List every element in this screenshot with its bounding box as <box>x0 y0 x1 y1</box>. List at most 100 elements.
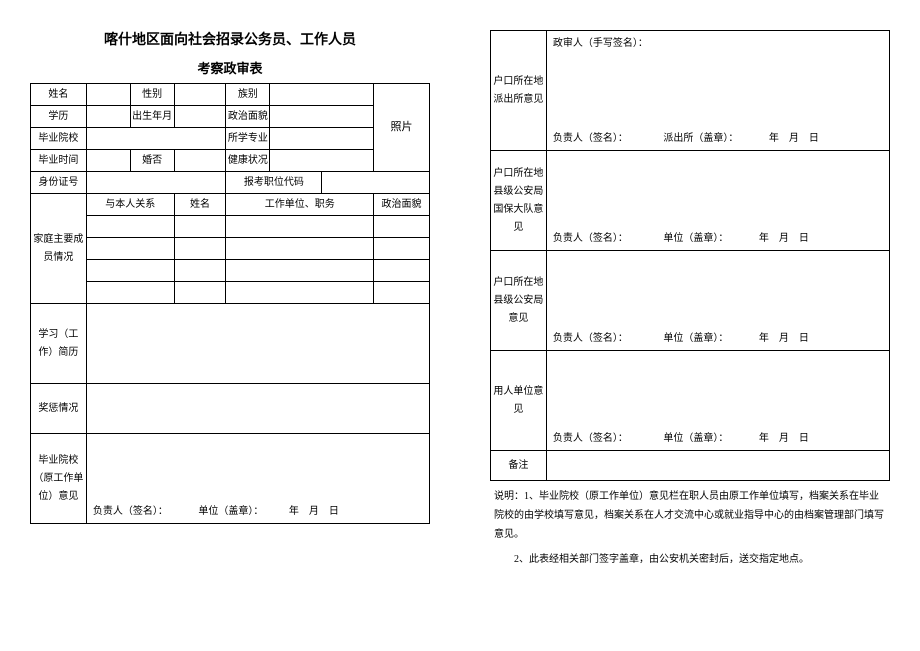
label-gongan-text: 户口所在地县级公安局意见 <box>493 277 543 324</box>
val-edu <box>86 106 130 128</box>
table-cell <box>86 216 174 238</box>
sig-person: 负责人（签名）： <box>553 232 628 246</box>
val-guobao: 负责人（签名）： 单位（盖章）： 年 月 日 <box>546 151 889 251</box>
fh-work: 工作单位、职务 <box>226 194 374 216</box>
table-cell <box>226 282 374 304</box>
sig-person: 负责人（签名）： <box>553 132 628 146</box>
sig-m: 月 <box>779 433 789 444</box>
label-name: 姓名 <box>31 84 87 106</box>
sig-unit: 单位（盖章）： <box>198 505 263 519</box>
label-id: 身份证号 <box>31 172 87 194</box>
sig-unit: 单位（盖章）： <box>663 332 728 346</box>
doc-subtitle: 考察政审表 <box>30 58 430 77</box>
sig-m: 月 <box>779 233 789 244</box>
val-gradtime <box>86 150 130 172</box>
sig-m: 月 <box>309 506 319 517</box>
label-family-text: 家庭主要成员情况 <box>33 234 83 263</box>
table-cell <box>174 216 226 238</box>
left-page: 喀什地区面向社会招录公务员、工作人员 考察政审表 姓名 性别 族别 照片 学历 … <box>0 0 460 651</box>
table-cell <box>174 282 226 304</box>
label-police: 户口所在地派出所意见 <box>491 31 547 151</box>
sig-m: 月 <box>789 133 799 144</box>
label-resume-text: 学习（工作）简历 <box>38 329 78 358</box>
table-cell <box>86 238 174 260</box>
label-resume: 学习（工作）简历 <box>31 304 87 384</box>
sig-person: 负责人（签名）： <box>553 432 628 446</box>
label-ethnic: 族别 <box>226 84 270 106</box>
val-award <box>86 384 429 434</box>
val-marital <box>174 150 226 172</box>
sig-unit: 单位（盖章）： <box>663 432 728 446</box>
right-table: 户口所在地派出所意见 政审人（手写签名）： 负责人（签名）： 派出所（盖章）： … <box>490 30 890 481</box>
val-employer: 负责人（签名）： 单位（盖章）： 年 月 日 <box>546 351 889 451</box>
fh-pol: 政治面貌 <box>374 194 430 216</box>
val-name <box>86 84 130 106</box>
val-pol <box>270 106 374 128</box>
label-birth: 出生年月 <box>130 106 174 128</box>
val-school <box>86 128 226 150</box>
label-gradtime: 毕业时间 <box>31 150 87 172</box>
label-police-text: 户口所在地派出所意见 <box>493 76 543 105</box>
val-major <box>270 128 374 150</box>
sig-y: 年 <box>759 333 769 344</box>
label-school-op: 毕业院校（原工作单位）意见 <box>31 434 87 524</box>
sig-d: 日 <box>809 133 819 144</box>
table-cell <box>86 260 174 282</box>
label-guobao-text: 户口所在地县级公安局国保大队意见 <box>493 168 543 233</box>
table-cell <box>374 216 430 238</box>
sig-d: 日 <box>799 333 809 344</box>
sig-y: 年 <box>769 133 779 144</box>
label-employer-text: 用人单位意见 <box>493 386 543 415</box>
table-cell <box>226 238 374 260</box>
sig-person: 负责人（签名）： <box>553 332 628 346</box>
val-school-op: 负责人（签名）： 单位（盖章）： 年 月 日 <box>86 434 429 524</box>
val-birth <box>174 106 226 128</box>
photo-cell: 照片 <box>374 84 430 172</box>
label-school: 毕业院校 <box>31 128 87 150</box>
label-pol: 政治面貌 <box>226 106 270 128</box>
sig-unit: 派出所（盖章）： <box>663 132 738 146</box>
table-cell <box>374 260 430 282</box>
val-remark <box>546 451 889 481</box>
sig-person: 负责人（签名）： <box>93 505 168 519</box>
table-cell <box>374 282 430 304</box>
val-health <box>270 150 374 172</box>
label-health: 健康状况 <box>226 150 270 172</box>
val-ethnic <box>270 84 374 106</box>
sig-y: 年 <box>759 233 769 244</box>
val-poscode <box>322 172 430 194</box>
note-1: 说明：1、毕业院校（原工作单位）意见栏在职人员由原工作单位填写，档案关系在毕业院… <box>490 487 890 544</box>
reviewer-sig: 政审人（手写签名）： <box>553 37 648 51</box>
label-marital: 婚否 <box>130 150 174 172</box>
label-edu: 学历 <box>31 106 87 128</box>
label-major: 所学专业 <box>226 128 270 150</box>
right-page: 户口所在地派出所意见 政审人（手写签名）： 负责人（签名）： 派出所（盖章）： … <box>460 0 920 651</box>
table-cell <box>226 260 374 282</box>
label-school-op-text: 毕业院校（原工作单位）意见 <box>33 455 83 502</box>
val-resume <box>86 304 429 384</box>
label-remark: 备注 <box>491 451 547 481</box>
val-gender <box>174 84 226 106</box>
label-employer: 用人单位意见 <box>491 351 547 451</box>
sig-y: 年 <box>289 506 299 517</box>
sig-m: 月 <box>779 333 789 344</box>
sig-unit: 单位（盖章）： <box>663 232 728 246</box>
val-gongan: 负责人（签名）： 单位（盖章）： 年 月 日 <box>546 251 889 351</box>
fh-name: 姓名 <box>174 194 226 216</box>
label-family: 家庭主要成员情况 <box>31 194 87 304</box>
note-2: 2、此表经相关部门签字盖章，由公安机关密封后，送交指定地点。 <box>490 550 890 569</box>
label-gongan: 户口所在地县级公安局意见 <box>491 251 547 351</box>
sig-d: 日 <box>799 433 809 444</box>
table-cell <box>374 238 430 260</box>
fh-rel: 与本人关系 <box>86 194 174 216</box>
val-police: 政审人（手写签名）： 负责人（签名）： 派出所（盖章）： 年 月 日 <box>546 31 889 151</box>
table-cell <box>174 260 226 282</box>
table-cell <box>174 238 226 260</box>
label-award: 奖惩情况 <box>31 384 87 434</box>
label-poscode: 报考职位代码 <box>226 172 322 194</box>
sig-d: 日 <box>329 506 339 517</box>
label-guobao: 户口所在地县级公安局国保大队意见 <box>491 151 547 251</box>
sig-y: 年 <box>759 433 769 444</box>
left-table: 姓名 性别 族别 照片 学历 出生年月 政治面貌 毕业院校 所学专业 毕业时间 <box>30 83 430 524</box>
table-cell <box>86 282 174 304</box>
